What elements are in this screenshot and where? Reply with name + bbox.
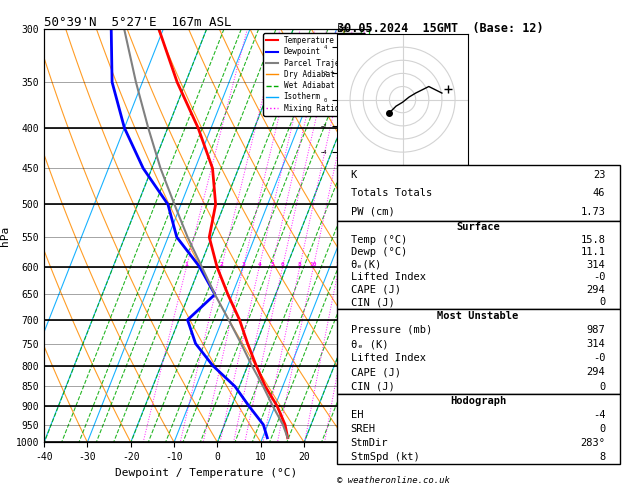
Text: Totals Totals: Totals Totals — [351, 188, 432, 198]
Text: SREH: SREH — [351, 424, 376, 434]
Text: CIN (J): CIN (J) — [351, 382, 394, 392]
Text: 20: 20 — [354, 262, 362, 267]
Text: 15: 15 — [335, 262, 343, 267]
Text: -0: -0 — [593, 353, 606, 363]
Text: θₑ (K): θₑ (K) — [351, 339, 388, 349]
Text: 4: 4 — [257, 262, 261, 267]
Text: Dewp (°C): Dewp (°C) — [351, 247, 407, 258]
FancyBboxPatch shape — [337, 221, 620, 309]
Text: 23: 23 — [593, 170, 606, 179]
Text: 294: 294 — [587, 367, 606, 378]
Text: 0: 0 — [599, 382, 606, 392]
Text: LCL: LCL — [371, 420, 386, 429]
Text: -4: -4 — [593, 410, 606, 420]
Text: StmDir: StmDir — [351, 438, 388, 448]
Text: 1.73: 1.73 — [581, 207, 606, 217]
Text: CIN (J): CIN (J) — [351, 297, 394, 307]
Y-axis label: hPa: hPa — [0, 226, 10, 246]
Text: 1: 1 — [184, 262, 188, 267]
Text: PW (cm): PW (cm) — [351, 207, 394, 217]
FancyBboxPatch shape — [337, 309, 620, 394]
Text: 50°39'N  5°27'E  167m ASL: 50°39'N 5°27'E 167m ASL — [44, 16, 231, 29]
FancyBboxPatch shape — [337, 165, 620, 221]
Text: 3: 3 — [242, 262, 245, 267]
Text: Hodograph: Hodograph — [450, 396, 506, 406]
Text: © weatheronline.co.uk: © weatheronline.co.uk — [337, 476, 449, 486]
Text: 10: 10 — [309, 262, 317, 267]
Text: 294: 294 — [587, 285, 606, 295]
X-axis label: Dewpoint / Temperature (°C): Dewpoint / Temperature (°C) — [116, 468, 298, 478]
Text: 283°: 283° — [581, 438, 606, 448]
Legend: Temperature, Dewpoint, Parcel Trajectory, Dry Adiabat, Wet Adiabat, Isotherm, Mi: Temperature, Dewpoint, Parcel Trajectory… — [263, 33, 365, 116]
Text: 5: 5 — [270, 262, 274, 267]
Text: θₑ(K): θₑ(K) — [351, 260, 382, 270]
Text: kt: kt — [337, 25, 347, 34]
Text: Surface: Surface — [456, 223, 500, 232]
Text: 6: 6 — [281, 262, 284, 267]
Text: 987: 987 — [587, 325, 606, 335]
Text: Temp (°C): Temp (°C) — [351, 235, 407, 245]
Text: K: K — [351, 170, 357, 179]
Text: 8: 8 — [298, 262, 301, 267]
Text: 15.8: 15.8 — [581, 235, 606, 245]
Text: CAPE (J): CAPE (J) — [351, 367, 401, 378]
Text: 314: 314 — [587, 339, 606, 349]
Y-axis label: km
ASL: km ASL — [389, 227, 411, 244]
Text: Pressure (mb): Pressure (mb) — [351, 325, 432, 335]
Text: 0: 0 — [599, 297, 606, 307]
Text: 46: 46 — [593, 188, 606, 198]
Text: 314: 314 — [587, 260, 606, 270]
Text: -0: -0 — [593, 272, 606, 282]
Text: 8: 8 — [599, 452, 606, 462]
Text: 11.1: 11.1 — [581, 247, 606, 258]
FancyBboxPatch shape — [337, 394, 620, 464]
Text: EH: EH — [351, 410, 363, 420]
Text: 2: 2 — [220, 262, 223, 267]
Text: StmSpd (kt): StmSpd (kt) — [351, 452, 420, 462]
Text: Lifted Index: Lifted Index — [351, 272, 426, 282]
Text: Lifted Index: Lifted Index — [351, 353, 426, 363]
Text: 0: 0 — [599, 424, 606, 434]
Text: CAPE (J): CAPE (J) — [351, 285, 401, 295]
Text: Most Unstable: Most Unstable — [437, 311, 519, 321]
Text: 30.05.2024  15GMT  (Base: 12): 30.05.2024 15GMT (Base: 12) — [337, 22, 543, 35]
